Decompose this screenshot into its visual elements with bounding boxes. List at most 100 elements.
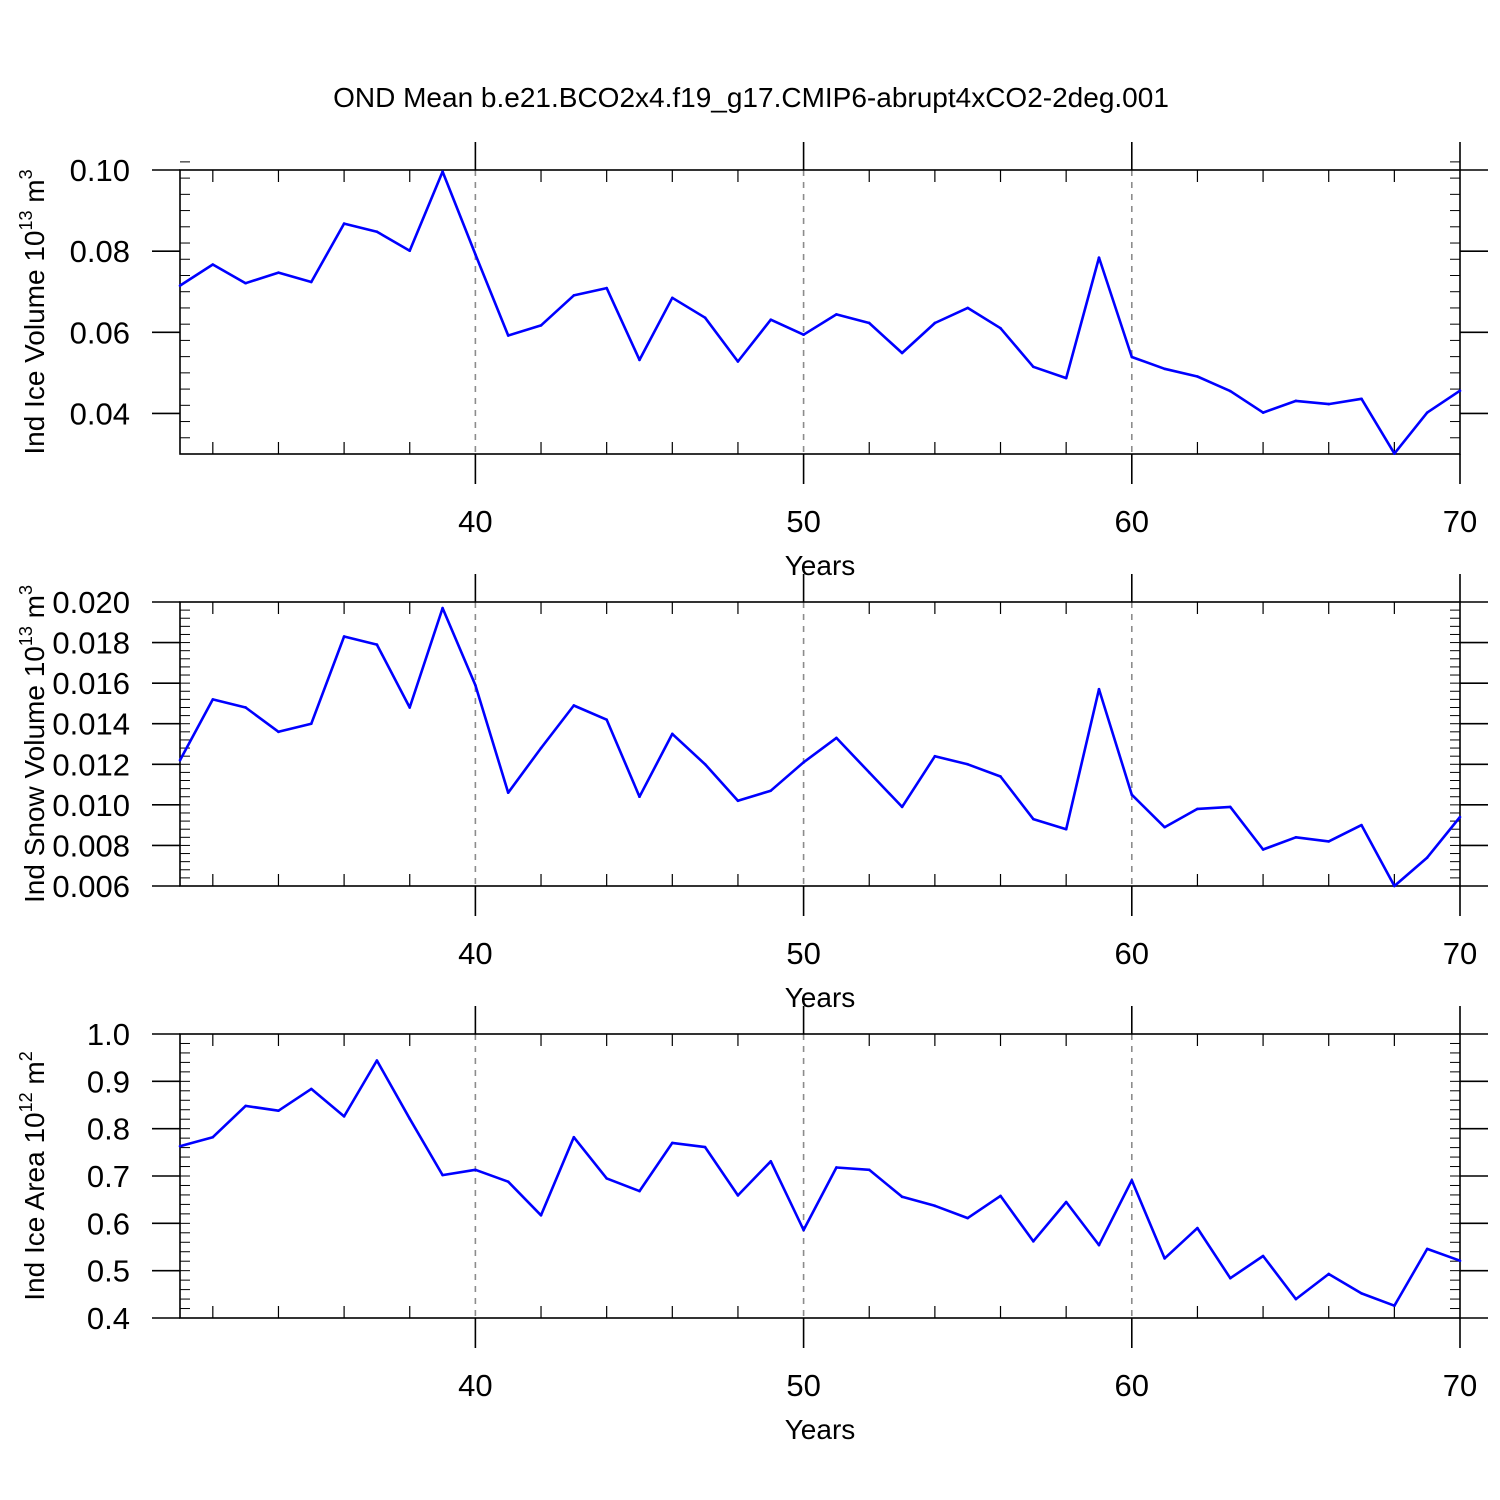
data-point (703, 316, 707, 319)
x-tick-label: 40 (458, 1368, 492, 1403)
data-point (441, 606, 444, 610)
panels: 0.04 0.06 0.08 0.10 40 50 60 70 Years Ind Ice Vol… (16, 142, 1488, 1445)
y-tick-label: 0.014 (52, 707, 130, 742)
y-axis-label: Ind Ice Area 1012 m2 (16, 1051, 50, 1301)
data-point (671, 732, 674, 736)
data-point (1163, 825, 1166, 829)
data-point (867, 321, 871, 325)
y-tick-label: 0.6 (87, 1206, 130, 1241)
data-point (375, 230, 379, 233)
data-point (900, 351, 904, 355)
y-tick-label: 0.5 (87, 1254, 130, 1289)
series-line (179, 1059, 1461, 1307)
data-point (539, 1213, 543, 1217)
data-point (1327, 402, 1331, 406)
y-axis-label-exp: 13 (16, 626, 36, 646)
data-point (605, 718, 608, 721)
data-point (178, 758, 182, 762)
data-point (1163, 1257, 1166, 1260)
y-axis-label-unit: m (19, 595, 50, 626)
y-tick-label: 0.8 (87, 1112, 130, 1147)
data-point (736, 799, 740, 803)
data-point (474, 1168, 477, 1172)
data-point (867, 1168, 871, 1172)
data-point (1458, 389, 1462, 393)
data-point (802, 1228, 805, 1232)
x-axis-label: Years (785, 550, 856, 581)
x-tick-label: 60 (1115, 504, 1149, 539)
data-point (375, 643, 379, 646)
data-point (1228, 389, 1232, 393)
data-point (178, 284, 182, 287)
data-point (1064, 376, 1068, 380)
data-point (1261, 411, 1265, 414)
data-point (342, 1115, 346, 1118)
data-point (703, 762, 707, 766)
x-tick-label: 40 (458, 936, 492, 971)
data-point (408, 1117, 412, 1121)
data-point (1032, 1240, 1035, 1243)
data-point (835, 736, 838, 740)
data-point (1393, 884, 1396, 888)
data-point (1393, 1304, 1396, 1307)
data-point (900, 805, 904, 809)
data-point (966, 1216, 969, 1220)
data-point (966, 306, 969, 310)
y-axis-label: Ind Ice Volume 1013 m3 (16, 169, 50, 454)
data-point (1097, 687, 1101, 691)
data-point (1327, 840, 1331, 843)
data-point (408, 249, 412, 253)
x-axis-label: Years (785, 1414, 856, 1445)
data-point (474, 253, 477, 256)
x-tick-label: 60 (1115, 1368, 1149, 1403)
data-point (1064, 827, 1068, 831)
y-axis-label-unit: m (19, 1061, 50, 1092)
y-axis-label-unit-exp: 3 (16, 585, 36, 595)
y-tick-label: 0.9 (87, 1064, 130, 1099)
y-tick-label: 0.006 (52, 869, 130, 904)
data-point (1327, 1272, 1331, 1276)
data-point (506, 1180, 510, 1183)
data-point (1196, 375, 1199, 378)
x-tick-label: 70 (1443, 504, 1477, 539)
y-tick-label: 0.016 (52, 666, 130, 701)
y-tick-label: 0.010 (52, 788, 130, 823)
y-tick-label: 0.4 (87, 1301, 130, 1336)
data-point (1228, 805, 1232, 809)
data-point (769, 789, 773, 792)
data-point (736, 1194, 740, 1197)
data-point (474, 683, 477, 687)
data-point (671, 296, 674, 300)
data-point (1360, 397, 1363, 401)
y-tick-label: 0.020 (52, 585, 130, 620)
data-point (1130, 1178, 1134, 1182)
x-tick-label: 70 (1443, 1368, 1477, 1403)
data-point (244, 281, 247, 285)
y-axis-label-unit-exp: 3 (16, 169, 36, 179)
data-point (1294, 836, 1298, 839)
data-point (1425, 1247, 1429, 1251)
data-point (1425, 856, 1429, 859)
data-point (1458, 815, 1462, 819)
data-point (605, 1177, 608, 1180)
y-tick-label: 0.06 (70, 315, 130, 350)
plot-frame (179, 1033, 1461, 1319)
data-point (342, 635, 346, 638)
data-point (506, 334, 510, 337)
data-point (933, 321, 937, 325)
chart-panel-1: 0.04 0.06 0.08 0.10 40 50 60 70 Years Ind Ice Vol… (16, 142, 1488, 581)
figure-title: OND Mean b.e21.BCO2x4.f19_g17.CMIP6-abru… (333, 82, 1169, 113)
chart-panel-3: 0.4 0.5 0.6 0.7 0.8 0.9 1.0 40 50 60 70 Years Ind Ic… (16, 1006, 1488, 1445)
data-point (1163, 367, 1166, 371)
data-point (309, 280, 313, 284)
data-point (539, 746, 543, 750)
x-tick-label: 40 (458, 504, 492, 539)
data-point (1261, 1254, 1265, 1258)
x-tick-label: 50 (786, 1368, 820, 1403)
data-point (671, 1141, 674, 1145)
data-point (309, 1087, 313, 1091)
data-point (1032, 817, 1035, 821)
data-point (1130, 355, 1134, 359)
data-point (769, 1160, 773, 1163)
